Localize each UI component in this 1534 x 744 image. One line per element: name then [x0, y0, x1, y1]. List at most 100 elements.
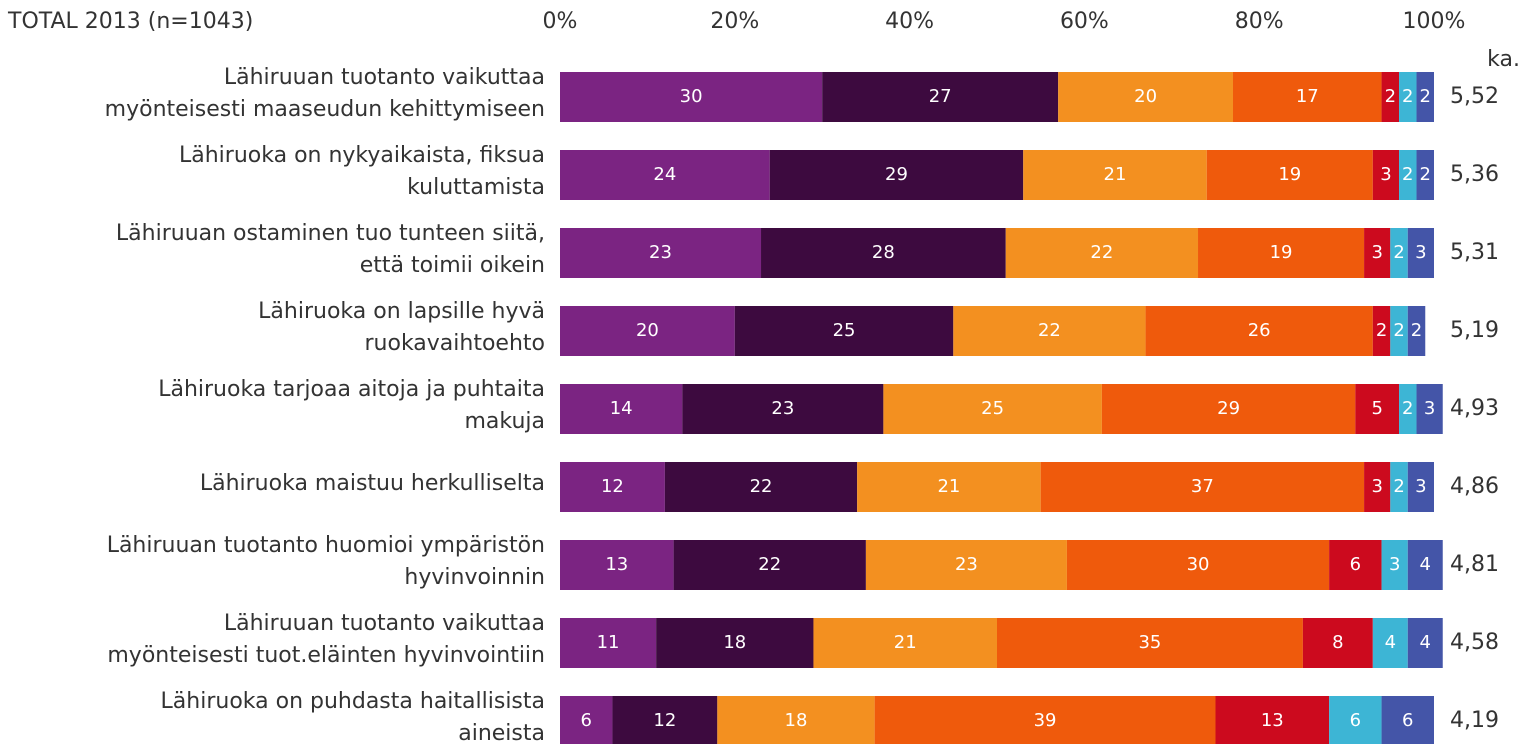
segment-label: 3 [1424, 398, 1435, 419]
bar-segment [1399, 384, 1417, 434]
bar-segment [1390, 462, 1408, 512]
bar-segment [1198, 228, 1365, 278]
segment-label: 19 [1278, 164, 1301, 185]
mean-label: 4,58 [1450, 630, 1499, 655]
segment-label: 17 [1296, 86, 1319, 107]
mean-label: 4,93 [1450, 396, 1499, 421]
bar-segment [1206, 150, 1373, 200]
segment-label: 21 [894, 632, 917, 653]
segment-label: 13 [605, 554, 628, 575]
bar-segment [612, 696, 718, 744]
segment-label: 3 [1415, 242, 1426, 263]
segment-label: 20 [1134, 86, 1157, 107]
bar-segment [1023, 150, 1207, 200]
bar-segment [560, 384, 683, 434]
category-label: että toimii oikein [360, 253, 545, 278]
segment-label: 27 [929, 86, 952, 107]
bar-segment [1407, 306, 1426, 356]
bar-segment [813, 618, 997, 668]
category-label: myönteisesti tuot.eläinten hyvinvointiin [107, 643, 545, 668]
segment-label: 12 [653, 710, 676, 731]
bar-segment [717, 696, 875, 744]
segment-label: 25 [833, 320, 856, 341]
segment-label: 2 [1420, 86, 1431, 107]
segment-label: 22 [750, 476, 773, 497]
bar-segment [1407, 618, 1443, 668]
bar-segment [1066, 540, 1330, 590]
segment-label: 2 [1376, 320, 1387, 341]
bar-segment [1005, 228, 1199, 278]
segment-label: 8 [1332, 632, 1343, 653]
segment-label: 22 [1090, 242, 1113, 263]
bar-segment [560, 150, 770, 200]
bar-segment [857, 462, 1041, 512]
segment-label: 18 [723, 632, 746, 653]
segment-label: 2 [1420, 164, 1431, 185]
segment-label: 13 [1261, 710, 1284, 731]
segment-label: 2 [1393, 320, 1404, 341]
bar-segment [682, 384, 884, 434]
segment-label: 23 [771, 398, 794, 419]
segment-label: 6 [580, 710, 591, 731]
bar-segment [560, 72, 823, 122]
segment-label: 14 [610, 398, 633, 419]
mean-label: 5,52 [1450, 84, 1499, 109]
bar-segment [560, 462, 665, 512]
segment-label: 2 [1393, 476, 1404, 497]
category-label: Lähiruuan tuotanto huomioi ympäristön [107, 533, 545, 558]
segment-label: 21 [1104, 164, 1127, 185]
category-label: Lähiruoka maistuu herkulliselta [200, 471, 545, 496]
bar-segment [1390, 228, 1408, 278]
segment-label: 3 [1415, 476, 1426, 497]
bar-segment [997, 618, 1303, 668]
segment-label: 21 [937, 476, 960, 497]
category-label: makuja [464, 409, 545, 434]
bar-segment [769, 150, 1024, 200]
segment-label: 39 [1034, 710, 1057, 731]
bar-segment [656, 618, 814, 668]
bar-segment [1399, 150, 1417, 200]
x-tick-label: 20% [710, 9, 759, 34]
bar-segment [1101, 384, 1356, 434]
segment-label: 2 [1385, 86, 1396, 107]
bar-segment [1364, 228, 1391, 278]
category-label: aineista [458, 721, 545, 744]
bar-segment [673, 540, 866, 590]
chart-title: TOTAL 2013 (n=1043) [7, 9, 253, 34]
bar-segment [1416, 150, 1434, 200]
segment-label: 29 [885, 164, 908, 185]
bar-segment [1407, 462, 1434, 512]
bar-segment [1407, 228, 1434, 278]
segment-label: 23 [955, 554, 978, 575]
segment-label: 30 [1187, 554, 1210, 575]
bar-segment [560, 306, 735, 356]
bar-segment [1381, 72, 1400, 122]
mean-label: 4,19 [1450, 708, 1499, 733]
segment-label: 12 [601, 476, 624, 497]
segment-label: 22 [1038, 320, 1061, 341]
category-label: Lähiruoka on nykyaikaista, fiksua [179, 143, 545, 168]
bar-segment [1372, 306, 1391, 356]
segment-label: 37 [1191, 476, 1214, 497]
segment-label: 3 [1371, 476, 1382, 497]
x-tick-label: 40% [885, 9, 934, 34]
category-label: Lähiruoka on puhdasta haitallisista [161, 689, 545, 714]
segment-label: 2 [1402, 86, 1413, 107]
category-label: myönteisesti maaseudun kehittymiseen [105, 97, 545, 122]
segment-label: 30 [680, 86, 703, 107]
mean-label: 4,81 [1450, 552, 1499, 577]
segment-label: 6 [1350, 710, 1361, 731]
bar-segment [1416, 72, 1434, 122]
bar-segment [664, 462, 858, 512]
bar-segment [1407, 540, 1443, 590]
bar-segment [1302, 618, 1373, 668]
mean-label: 5,19 [1450, 318, 1499, 343]
bar-segment [761, 228, 1006, 278]
segment-label: 4 [1385, 632, 1396, 653]
bar-segment [1215, 696, 1330, 744]
category-label: Lähiruuan tuotanto vaikuttaa [224, 611, 545, 636]
segment-label: 3 [1380, 164, 1391, 185]
bar-segment [1232, 72, 1382, 122]
bar-segment [1355, 384, 1400, 434]
